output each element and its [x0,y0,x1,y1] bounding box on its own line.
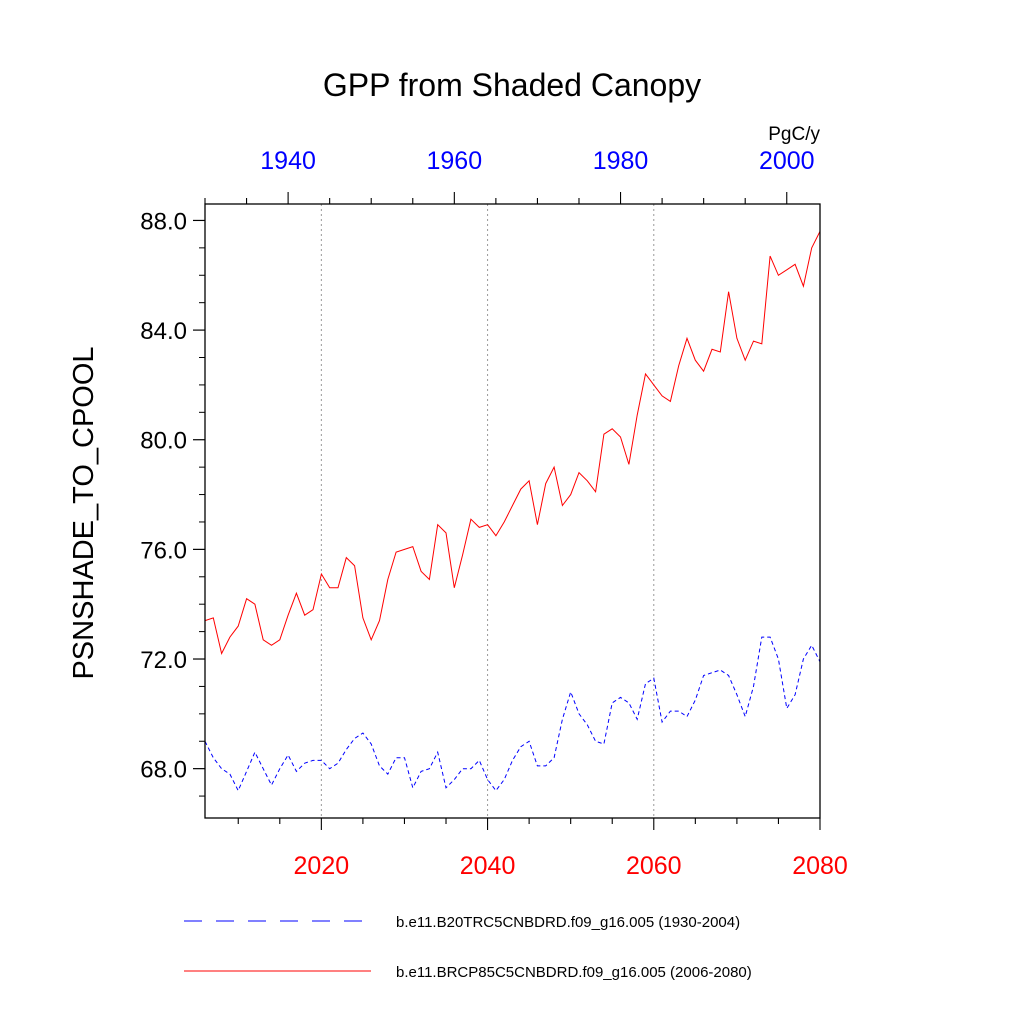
legend: b.e11.B20TRC5CNBDRD.f09_g16.005 (1930-20… [184,914,752,981]
x-top-tick-label: 1980 [593,147,649,175]
legend-label-0: b.e11.B20TRC5CNBDRD.f09_g16.005 (1930-20… [396,914,740,931]
x-axis-bottom: 2020 2040 2060 2080 [237,818,848,880]
vertical-grid [320,204,655,818]
x-bottom-tick-label: 2040 [460,852,516,880]
units-label: PgC/y [768,124,820,145]
y-axis: 68.0 72.0 76.0 80.0 84.0 88.0 [140,208,205,797]
x-top-tick-label: 2000 [759,147,815,175]
series-layer [204,231,821,792]
x-axis-top: 1940 1960 1980 2000 [204,147,815,204]
series-line-1 [204,231,821,655]
y-tick-label: 72.0 [140,647,187,674]
y-tick-label: 68.0 [140,757,187,784]
plot-frame [204,203,821,819]
x-bottom-tick-label: 2080 [792,852,848,880]
y-tick-label: 76.0 [140,537,187,564]
x-bottom-tick-label: 2020 [294,852,350,880]
series-line-0 [204,636,821,792]
chart-title: GPP from Shaded Canopy [323,67,701,103]
y-tick-label: 84.0 [140,318,187,345]
y-tick-label: 88.0 [140,208,187,235]
y-axis-label: PSNSHADE_TO_CPOOL [68,346,100,679]
x-top-tick-label: 1940 [260,147,316,175]
x-top-tick-label: 1960 [427,147,483,175]
legend-label-1: b.e11.BRCP85C5CNBDRD.f09_g16.005 (2006-2… [396,964,752,981]
y-tick-label: 80.0 [140,428,187,455]
x-bottom-tick-label: 2060 [626,852,682,880]
